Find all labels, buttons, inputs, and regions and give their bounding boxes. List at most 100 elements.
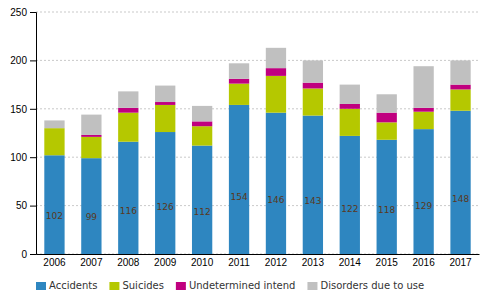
tick-label: 2016: [413, 257, 436, 268]
bar: [155, 86, 175, 102]
tick: 200: [10, 55, 36, 66]
data-label: 122: [341, 204, 358, 214]
tick: 2010: [191, 254, 214, 268]
grid-line: [36, 205, 479, 206]
bar: [450, 85, 470, 90]
data-label: 146: [267, 195, 284, 205]
bar: [155, 132, 175, 254]
bar: [303, 60, 323, 82]
data-labels: 10299116126112154146143122118129148: [46, 192, 470, 222]
axis-line: [30, 13, 37, 255]
bar: [266, 113, 286, 254]
bar: [266, 68, 286, 76]
bars: [44, 48, 470, 254]
bar: [118, 91, 138, 107]
bar: [81, 115, 101, 135]
legend-swatch: [307, 282, 317, 290]
bar: [377, 113, 397, 123]
tick-mark: [30, 254, 36, 255]
tick-label: 2015: [376, 257, 399, 268]
legend-item: Accidents: [36, 280, 97, 291]
tick-label: 100: [10, 152, 27, 163]
bar: [266, 48, 286, 68]
legend-label: Accidents: [49, 280, 97, 291]
bar: [81, 135, 101, 137]
bar: [450, 60, 470, 84]
tick-mark: [30, 12, 36, 13]
bar: [44, 155, 64, 254]
tick-label: 2017: [449, 257, 472, 268]
tick-label: 2013: [302, 257, 325, 268]
bar: [377, 122, 397, 139]
y-axis: 050100150200250: [10, 7, 36, 260]
tick-label: 2011: [228, 257, 250, 268]
grid-line: [36, 157, 479, 158]
data-label: 118: [378, 205, 395, 215]
bar: [229, 63, 249, 78]
tick: 2008: [117, 254, 140, 268]
bar: [450, 111, 470, 254]
data-label: 102: [46, 211, 63, 221]
tick: 2013: [302, 254, 325, 268]
legend-label: Suicides: [122, 280, 163, 291]
chart: 2006200720082009201020112012201320142015…: [0, 0, 491, 302]
bar: [118, 113, 138, 142]
series: [44, 76, 470, 158]
tick: 2012: [265, 254, 288, 268]
data-label: 154: [230, 192, 247, 202]
bar: [340, 109, 360, 136]
legend-item: Suicides: [109, 280, 163, 291]
tick: 2017: [449, 254, 472, 268]
grid: [36, 12, 479, 254]
tick-label: 50: [16, 200, 28, 211]
tick-label: 250: [10, 7, 27, 18]
data-label: 148: [452, 194, 469, 204]
tick-mark: [30, 206, 36, 207]
plot: 2006200720082009201020112012201320142015…: [10, 7, 479, 268]
bar: [229, 105, 249, 254]
bar: [229, 79, 249, 84]
bar: [192, 146, 212, 254]
legend: AccidentsSuicidesUndetermined intendDiso…: [36, 280, 424, 291]
tick-mark: [30, 60, 36, 61]
tick-label: 2010: [191, 257, 214, 268]
bar: [118, 142, 138, 254]
bar: [44, 128, 64, 155]
bar: [229, 84, 249, 105]
series: [44, 105, 470, 254]
bar: [192, 121, 212, 126]
tick-mark: [30, 109, 36, 110]
tick-label: 2008: [117, 257, 140, 268]
bar: [303, 83, 323, 89]
bar: [413, 108, 433, 112]
tick-label: 2012: [265, 257, 288, 268]
legend-item: Disorders due to use: [307, 280, 424, 291]
data-label: 99: [86, 212, 98, 222]
tick: 2011: [228, 254, 250, 268]
tick: 50: [16, 200, 36, 211]
bar: [81, 158, 101, 254]
bar: [450, 89, 470, 110]
tick: 150: [10, 104, 36, 115]
tick: 250: [10, 7, 36, 18]
bar: [155, 105, 175, 132]
data-label: 129: [415, 201, 432, 211]
grid-line: [36, 254, 479, 255]
tick-label: 2014: [339, 257, 362, 268]
bar: [81, 137, 101, 158]
bar: [340, 85, 360, 104]
tick-label: 2006: [43, 257, 66, 268]
axis-line: [37, 254, 480, 255]
series: [81, 68, 470, 137]
series: [44, 48, 470, 135]
bar: [413, 66, 433, 108]
tick-mark: [30, 157, 36, 158]
tick-label: 2007: [80, 257, 103, 268]
tick: 2007: [80, 254, 103, 268]
bar: [377, 140, 397, 254]
legend-swatch: [36, 282, 46, 290]
tick-label: 200: [10, 55, 27, 66]
data-label: 126: [157, 202, 174, 212]
bar: [340, 136, 360, 254]
grid-line: [36, 108, 479, 109]
